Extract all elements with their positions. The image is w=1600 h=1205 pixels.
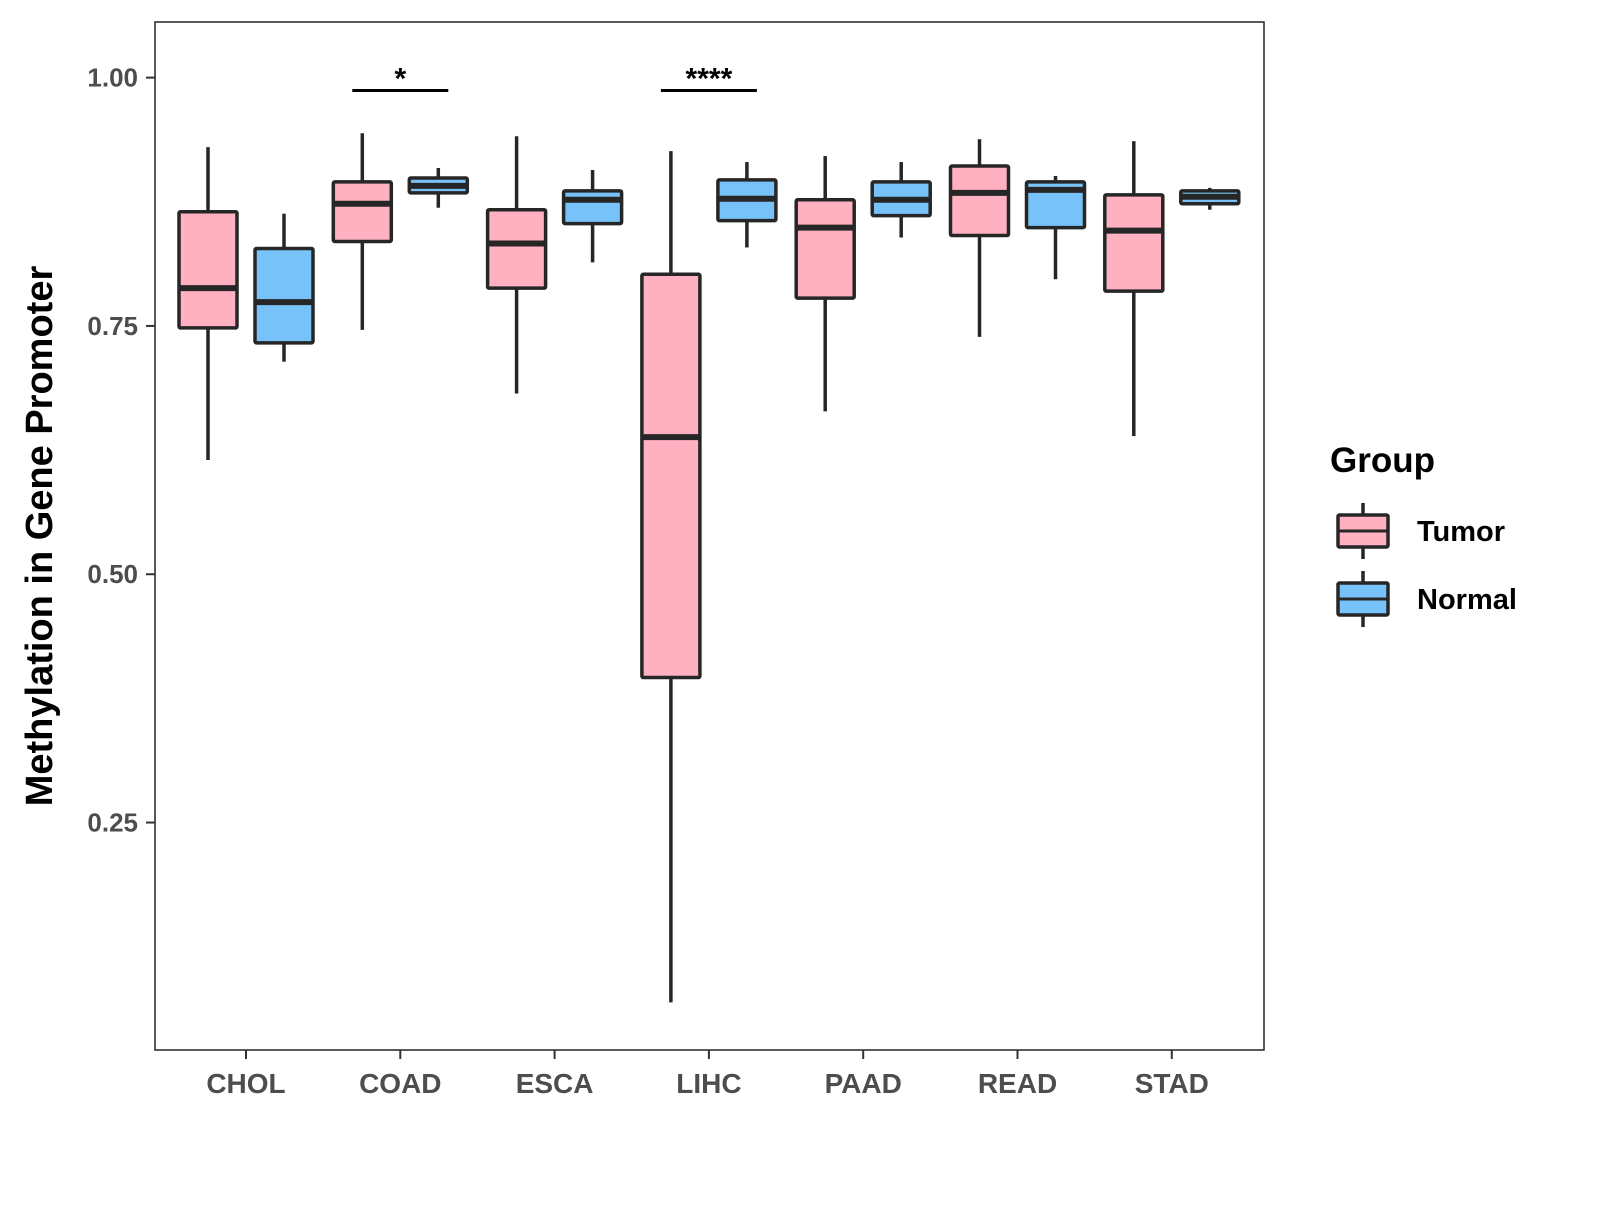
- iqr-box: [794, 198, 856, 300]
- box-normal-read: [1024, 175, 1087, 280]
- y-tick-label: 0.75: [87, 311, 138, 341]
- y-axis-title: Methylation in Gene Promoter: [19, 266, 61, 807]
- iqr-box: [253, 246, 315, 345]
- legend-item-normal: Normal: [1336, 571, 1517, 627]
- box-normal-paad: [870, 162, 932, 238]
- iqr-box: [177, 209, 239, 330]
- iqr-box: [1024, 180, 1087, 230]
- x-tick-label-paad: PAAD: [825, 1068, 902, 1099]
- x-tick-label-stad: STAD: [1135, 1068, 1209, 1099]
- box-tumor-esca: [485, 136, 548, 394]
- legend-title: Group: [1330, 441, 1435, 480]
- legend-label-normal: Normal: [1417, 584, 1517, 616]
- iqr-box: [948, 164, 1011, 238]
- x-tick-label-esca: ESCA: [516, 1068, 594, 1099]
- iqr-box: [485, 207, 548, 290]
- plot-panel: 0.25 0.50 0.75 1.00 CHOL COAD ESCA LIHC PAAD READ…: [87, 21, 1265, 1099]
- y-tick-label: 0.50: [87, 559, 138, 589]
- significance-label-coad: *: [394, 63, 406, 96]
- y-tick-label: 1.00: [87, 63, 138, 93]
- legend-label-tumor: Tumor: [1417, 516, 1505, 548]
- x-tick-label-read: READ: [978, 1068, 1057, 1099]
- box-tumor-chol: [177, 147, 239, 461]
- significance-label-lihc: ****: [686, 63, 733, 96]
- box-normal-coad: [407, 168, 470, 208]
- box-normal-lihc: [716, 162, 778, 248]
- iqr-box: [640, 272, 702, 680]
- box-tumor-lihc: [640, 151, 702, 1003]
- box-tumor-paad: [794, 156, 856, 412]
- x-tick-label-coad: COAD: [359, 1068, 441, 1099]
- iqr-box: [1103, 193, 1165, 293]
- box-normal-chol: [253, 213, 315, 362]
- panel-border: [154, 21, 1265, 1051]
- box-normal-esca: [561, 169, 624, 263]
- y-tick-label: 0.25: [87, 808, 138, 838]
- iqr-box: [331, 180, 394, 244]
- x-tick-label-lihc: LIHC: [676, 1068, 741, 1099]
- legend: Group Tumor Normal: [1330, 441, 1517, 627]
- box-tumor-read: [948, 139, 1011, 337]
- legend-item-tumor: Tumor: [1336, 503, 1505, 559]
- box-tumor-coad: [331, 133, 394, 330]
- box-normal-stad: [1179, 187, 1241, 210]
- x-tick-label-chol: CHOL: [206, 1068, 285, 1099]
- iqr-box: [561, 189, 624, 226]
- box-tumor-stad: [1103, 141, 1165, 437]
